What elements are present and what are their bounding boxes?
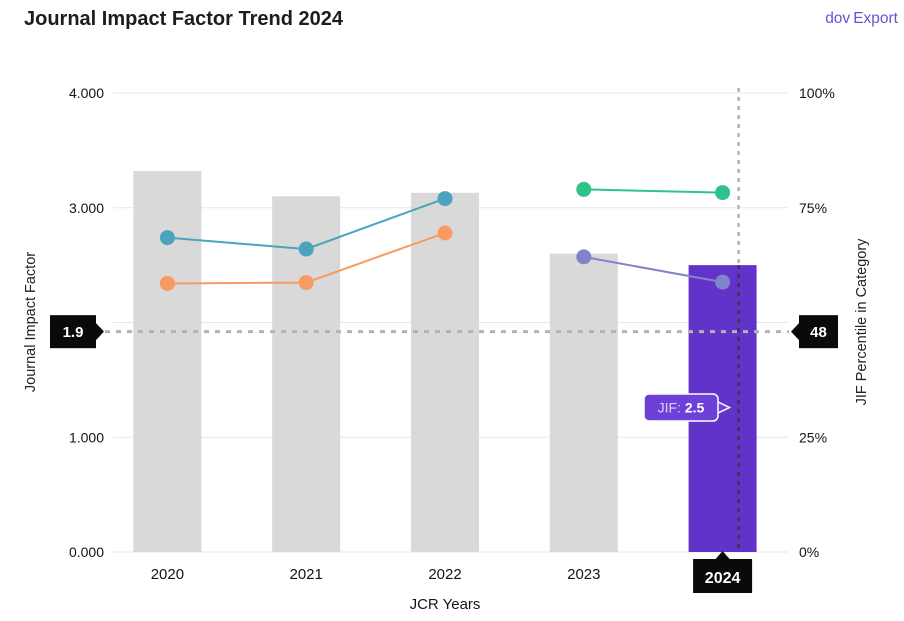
bar-2022[interactable] [411, 192, 479, 552]
percentile-trend-green-line [583, 188, 723, 194]
percentile-trend-orange-point[interactable] [437, 225, 453, 241]
left-axis-tick-label: 1.000 [69, 429, 104, 445]
highlight-year-badge [693, 559, 753, 593]
x-axis-title: JCR Years [409, 596, 481, 613]
jif-threshold-value: 1.9 [63, 324, 84, 341]
percentile-trend-orange-point[interactable] [159, 275, 175, 291]
percentile-trend-slate-point[interactable] [576, 249, 592, 265]
bar-2023[interactable] [549, 253, 618, 552]
export-button[interactable]: dov Export [825, 10, 898, 28]
left-axis-tick-label: 3.000 [69, 200, 104, 216]
page-title: Journal Impact Factor Trend 2024 [24, 8, 343, 30]
download-icon: dov [825, 10, 851, 27]
percentile-threshold-badge-pointer [791, 323, 799, 341]
percentile-trend-orange-point[interactable] [298, 275, 314, 291]
right-axis-tick-label: 100% [799, 85, 835, 101]
percentile-trend-green-point[interactable] [715, 185, 731, 201]
right-axis-tick-label: 25% [799, 429, 827, 445]
jif-threshold-badge-pointer [96, 323, 104, 341]
percentile-trend-green-point[interactable] [576, 181, 592, 197]
right-axis-tick-label: 75% [799, 200, 827, 216]
percentile-threshold-value: 48 [810, 324, 827, 341]
tooltip-box [643, 393, 719, 422]
year-label: 2022 [428, 566, 461, 583]
export-label: Export [853, 10, 898, 27]
right-axis-title: JIF Percentile in Category [854, 238, 870, 406]
percentile-threshold-badge [799, 315, 838, 349]
highlight-year-badge-pointer [715, 551, 730, 559]
left-axis-tick-label: 0.000 [69, 544, 104, 560]
percentile-trend-teal-point[interactable] [437, 191, 453, 207]
tooltip-text: JIF: 2.5 [658, 400, 705, 416]
year-label: 2020 [151, 566, 184, 583]
bar-2020[interactable] [133, 171, 202, 552]
percentile-trend-teal-point[interactable] [298, 241, 314, 257]
right-axis-tick-label: 0% [799, 544, 819, 560]
left-axis-tick-label: 4.000 [69, 85, 104, 101]
highlight-year-label: 2024 [705, 570, 741, 587]
jif-threshold-badge [50, 315, 96, 349]
percentile-trend-slate-point[interactable] [715, 274, 731, 290]
percentile-trend-teal-point[interactable] [159, 230, 175, 246]
year-label: 2023 [567, 566, 600, 583]
percentile-trend-slate-line [583, 255, 723, 284]
left-axis-title: Journal Impact Factor [23, 251, 39, 393]
year-label: 2021 [290, 566, 323, 583]
